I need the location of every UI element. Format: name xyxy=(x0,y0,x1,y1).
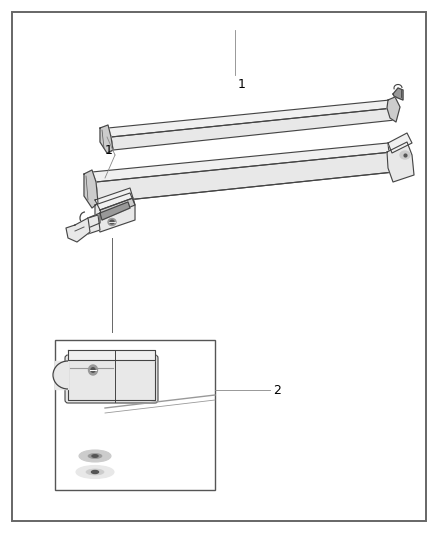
Polygon shape xyxy=(96,152,394,203)
Ellipse shape xyxy=(88,365,98,375)
Ellipse shape xyxy=(400,151,410,159)
Polygon shape xyxy=(88,215,100,234)
Ellipse shape xyxy=(76,465,114,479)
FancyBboxPatch shape xyxy=(65,355,158,403)
Polygon shape xyxy=(387,142,414,182)
Text: 2: 2 xyxy=(273,384,281,397)
Polygon shape xyxy=(388,143,394,172)
Polygon shape xyxy=(95,188,133,210)
Polygon shape xyxy=(88,213,100,228)
Ellipse shape xyxy=(88,454,102,458)
Polygon shape xyxy=(68,358,155,400)
Polygon shape xyxy=(66,218,90,242)
Ellipse shape xyxy=(92,471,99,473)
Text: 1: 1 xyxy=(238,78,246,91)
Polygon shape xyxy=(393,88,403,100)
Ellipse shape xyxy=(79,450,111,462)
Polygon shape xyxy=(108,100,393,137)
Polygon shape xyxy=(105,128,113,152)
Ellipse shape xyxy=(86,469,104,475)
Polygon shape xyxy=(95,193,135,232)
Polygon shape xyxy=(100,202,130,220)
Polygon shape xyxy=(387,97,400,122)
Polygon shape xyxy=(390,100,395,120)
Ellipse shape xyxy=(92,455,98,457)
Polygon shape xyxy=(68,350,155,360)
Polygon shape xyxy=(100,125,113,153)
Polygon shape xyxy=(111,108,395,150)
Polygon shape xyxy=(88,172,98,207)
Ellipse shape xyxy=(91,368,95,372)
Ellipse shape xyxy=(108,219,116,225)
Polygon shape xyxy=(92,143,392,182)
Polygon shape xyxy=(388,133,412,153)
Polygon shape xyxy=(100,198,135,218)
Ellipse shape xyxy=(110,220,114,224)
Text: 1: 1 xyxy=(105,144,113,157)
Polygon shape xyxy=(105,128,111,152)
Polygon shape xyxy=(84,170,98,208)
Polygon shape xyxy=(55,361,68,389)
Bar xyxy=(55,340,215,490)
